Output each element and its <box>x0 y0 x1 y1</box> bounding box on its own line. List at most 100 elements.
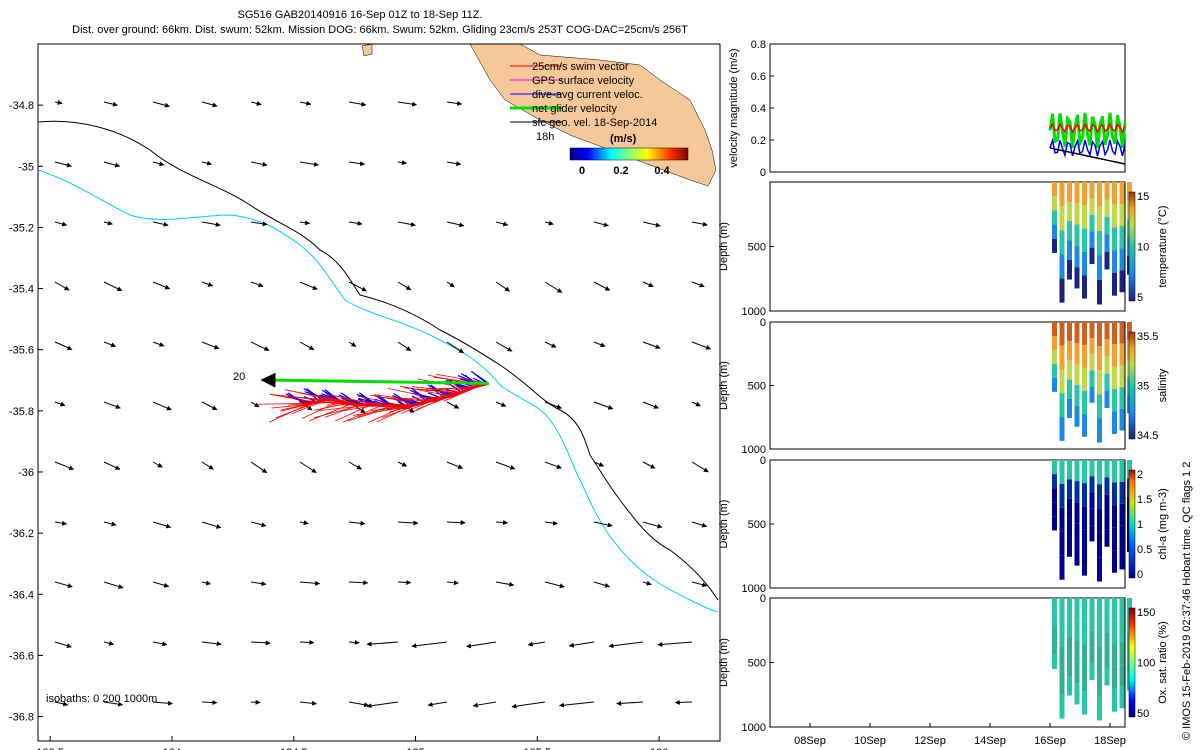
net-velocity-arrow <box>260 372 489 388</box>
sfc-vel-arrow <box>397 520 419 526</box>
isobath-200 <box>38 120 719 601</box>
colorbar-tick-label: 1 <box>1137 519 1143 531</box>
sfc-vel-arrow <box>544 341 557 348</box>
profile-cell <box>1059 230 1065 255</box>
sfc-vel-arrow <box>54 341 73 350</box>
panel-1: Depth (m) 500 1000 5 10 15 temperature (°C) <box>718 181 1169 318</box>
profile-cell <box>1059 254 1065 279</box>
profile-cell <box>1119 226 1125 249</box>
sfc-vel-arrow <box>103 101 118 107</box>
profile-cell <box>1074 182 1080 204</box>
sfc-vel-arrow <box>495 341 513 352</box>
profile-cell <box>1097 370 1102 395</box>
sfc-vel-arrow <box>152 581 170 588</box>
profile-cell <box>1082 367 1087 391</box>
sfc-vel-arrow <box>201 401 218 411</box>
velocity-series-line <box>1049 137 1126 159</box>
profile-cell <box>1082 598 1087 622</box>
sfc-vel-arrow <box>397 101 418 107</box>
profile-cell <box>1059 531 1065 556</box>
sfc-vel-arrow <box>250 461 268 474</box>
map-xtick-label: 135.5 <box>524 747 552 750</box>
profile-cell <box>1059 206 1065 231</box>
sfc-vel-arrow <box>348 220 363 226</box>
profile-cell <box>1059 460 1065 484</box>
profile-cell <box>1089 492 1095 509</box>
profile-cell <box>1119 598 1125 621</box>
profile-cell <box>1097 484 1102 509</box>
profile-cell <box>1052 488 1057 503</box>
swim-vector <box>302 400 340 419</box>
profile-cell <box>1067 617 1072 638</box>
sfc-vel-arrow <box>544 401 562 409</box>
sfc-vel-arrow <box>495 520 509 526</box>
profile-cell <box>1119 204 1125 227</box>
profile-cell <box>1067 598 1072 618</box>
swim-vector <box>284 389 335 400</box>
sfc-vel-arrow <box>616 700 644 706</box>
colorbar-tick-label: 150 <box>1137 607 1155 619</box>
legend-sfc: sfc geo. vel. 18-Sep-2014 <box>532 117 657 129</box>
sfc-vel-arrow <box>201 221 221 227</box>
profile-cell <box>1119 182 1125 205</box>
profile-cell <box>1104 477 1110 495</box>
sfc-vel-arrow <box>250 281 264 288</box>
panel-ylabel: Depth (m) <box>718 500 730 549</box>
panel-ylabel: Depth (m) <box>718 222 730 271</box>
profile-cell <box>1119 664 1125 687</box>
profile-cell <box>1119 525 1125 548</box>
profile-cell <box>1059 322 1065 346</box>
panel-ytick-label: 0.6 <box>751 71 766 83</box>
map-xtick-label: 136 <box>650 747 668 750</box>
sfc-vel-arrow <box>54 641 72 649</box>
profile-cell <box>1067 221 1072 241</box>
panel-ylabel: Depth (m) <box>718 361 730 410</box>
profile-cell <box>1052 502 1057 517</box>
profile-cell <box>1089 182 1095 199</box>
sfc-vel-arrow <box>299 700 317 706</box>
profile-cell <box>1112 366 1117 390</box>
sfc-vel-arrow <box>299 100 312 106</box>
profile-cell <box>1119 642 1125 665</box>
profile-cell <box>1097 460 1102 485</box>
profile-cell <box>1097 622 1102 647</box>
sfc-vel-arrow <box>446 221 465 228</box>
profile-cell <box>1127 460 1132 479</box>
profile-cell <box>1112 204 1117 228</box>
map-ytick-label: -36 <box>18 467 34 479</box>
sfc-vel-arrow <box>250 101 262 106</box>
map-panel: 133.5134134.5135135.5136 -34.8-35-35.2-3… <box>9 43 721 750</box>
profile-cell <box>1067 201 1072 222</box>
sfc-vel-arrow <box>348 701 370 708</box>
profile-cell <box>1052 363 1057 378</box>
legend-gps: GPS surface velocity <box>532 75 635 87</box>
profile-cell <box>1089 386 1095 403</box>
profile-cell <box>1082 644 1087 668</box>
profile-cell <box>1052 612 1057 627</box>
colorbar-tick-label: 35 <box>1137 381 1149 393</box>
sfc-vel-arrow <box>299 580 321 586</box>
sfc-vel-arrow <box>250 699 261 705</box>
panel-xtick-label: 10Sep <box>854 735 886 747</box>
map-y-ticks: -34.8 -35 -35.2 -35.4 -35.6 -35.8 -36 -36.2 -36.… <box>9 100 43 724</box>
sfc-vel-arrow <box>495 461 516 470</box>
sfc-vel-arrow <box>250 161 268 167</box>
legend-net: net glider velocity <box>532 103 617 115</box>
profile-cell <box>1052 654 1057 669</box>
sfc-vel-arrow <box>511 701 546 709</box>
colorbar-tick-label: 10 <box>1137 242 1149 254</box>
profile-cell <box>1067 479 1072 499</box>
sfc-vel-arrow <box>397 341 412 352</box>
colorbar-tick-label: 2 <box>1137 469 1143 481</box>
profile-cell <box>1119 481 1125 504</box>
profile-cell <box>1119 620 1125 643</box>
sfc-vel-arrow <box>568 641 595 648</box>
legend-time: 18h <box>536 131 554 143</box>
profile-cell <box>1119 503 1125 526</box>
profile-cell <box>1089 370 1095 387</box>
sfc-vel-arrow <box>446 281 455 288</box>
profile-cell <box>1119 387 1125 409</box>
profile-cell <box>1052 626 1057 641</box>
profile-cell <box>1112 411 1117 434</box>
panel-ytick-label: 0.4 <box>751 103 766 115</box>
